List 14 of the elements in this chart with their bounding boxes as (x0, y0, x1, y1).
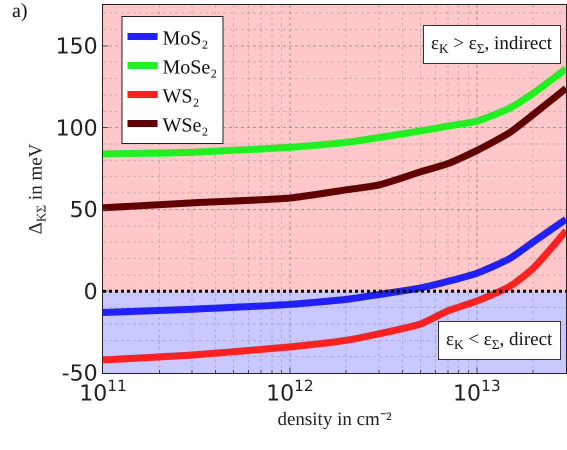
legend-label: WS₂ (162, 85, 200, 108)
band-label: ε$_{K}$ > ε$_{Σ}$, indirect (431, 33, 553, 56)
x-axis-title: density in cm⁻² (277, 409, 392, 430)
legend-label: WSe₂ (162, 114, 208, 136)
text: a) (12, 0, 28, 22)
y-tick-label: 150 (56, 34, 98, 60)
y-tick-label: 100 (56, 116, 98, 142)
y-tick-label: 0 (84, 280, 98, 305)
y-tick-label: 50 (70, 198, 98, 224)
x-tick-label: 10$^{13}$ (453, 377, 501, 406)
legend-label: MoS₂ (162, 27, 208, 50)
band-label: ε$_{K}$ < ε$_{Σ}$, direct (446, 329, 554, 352)
x-tick-label: 10$^{12}$ (266, 377, 314, 406)
legend-label: MoSe₂ (162, 56, 218, 78)
